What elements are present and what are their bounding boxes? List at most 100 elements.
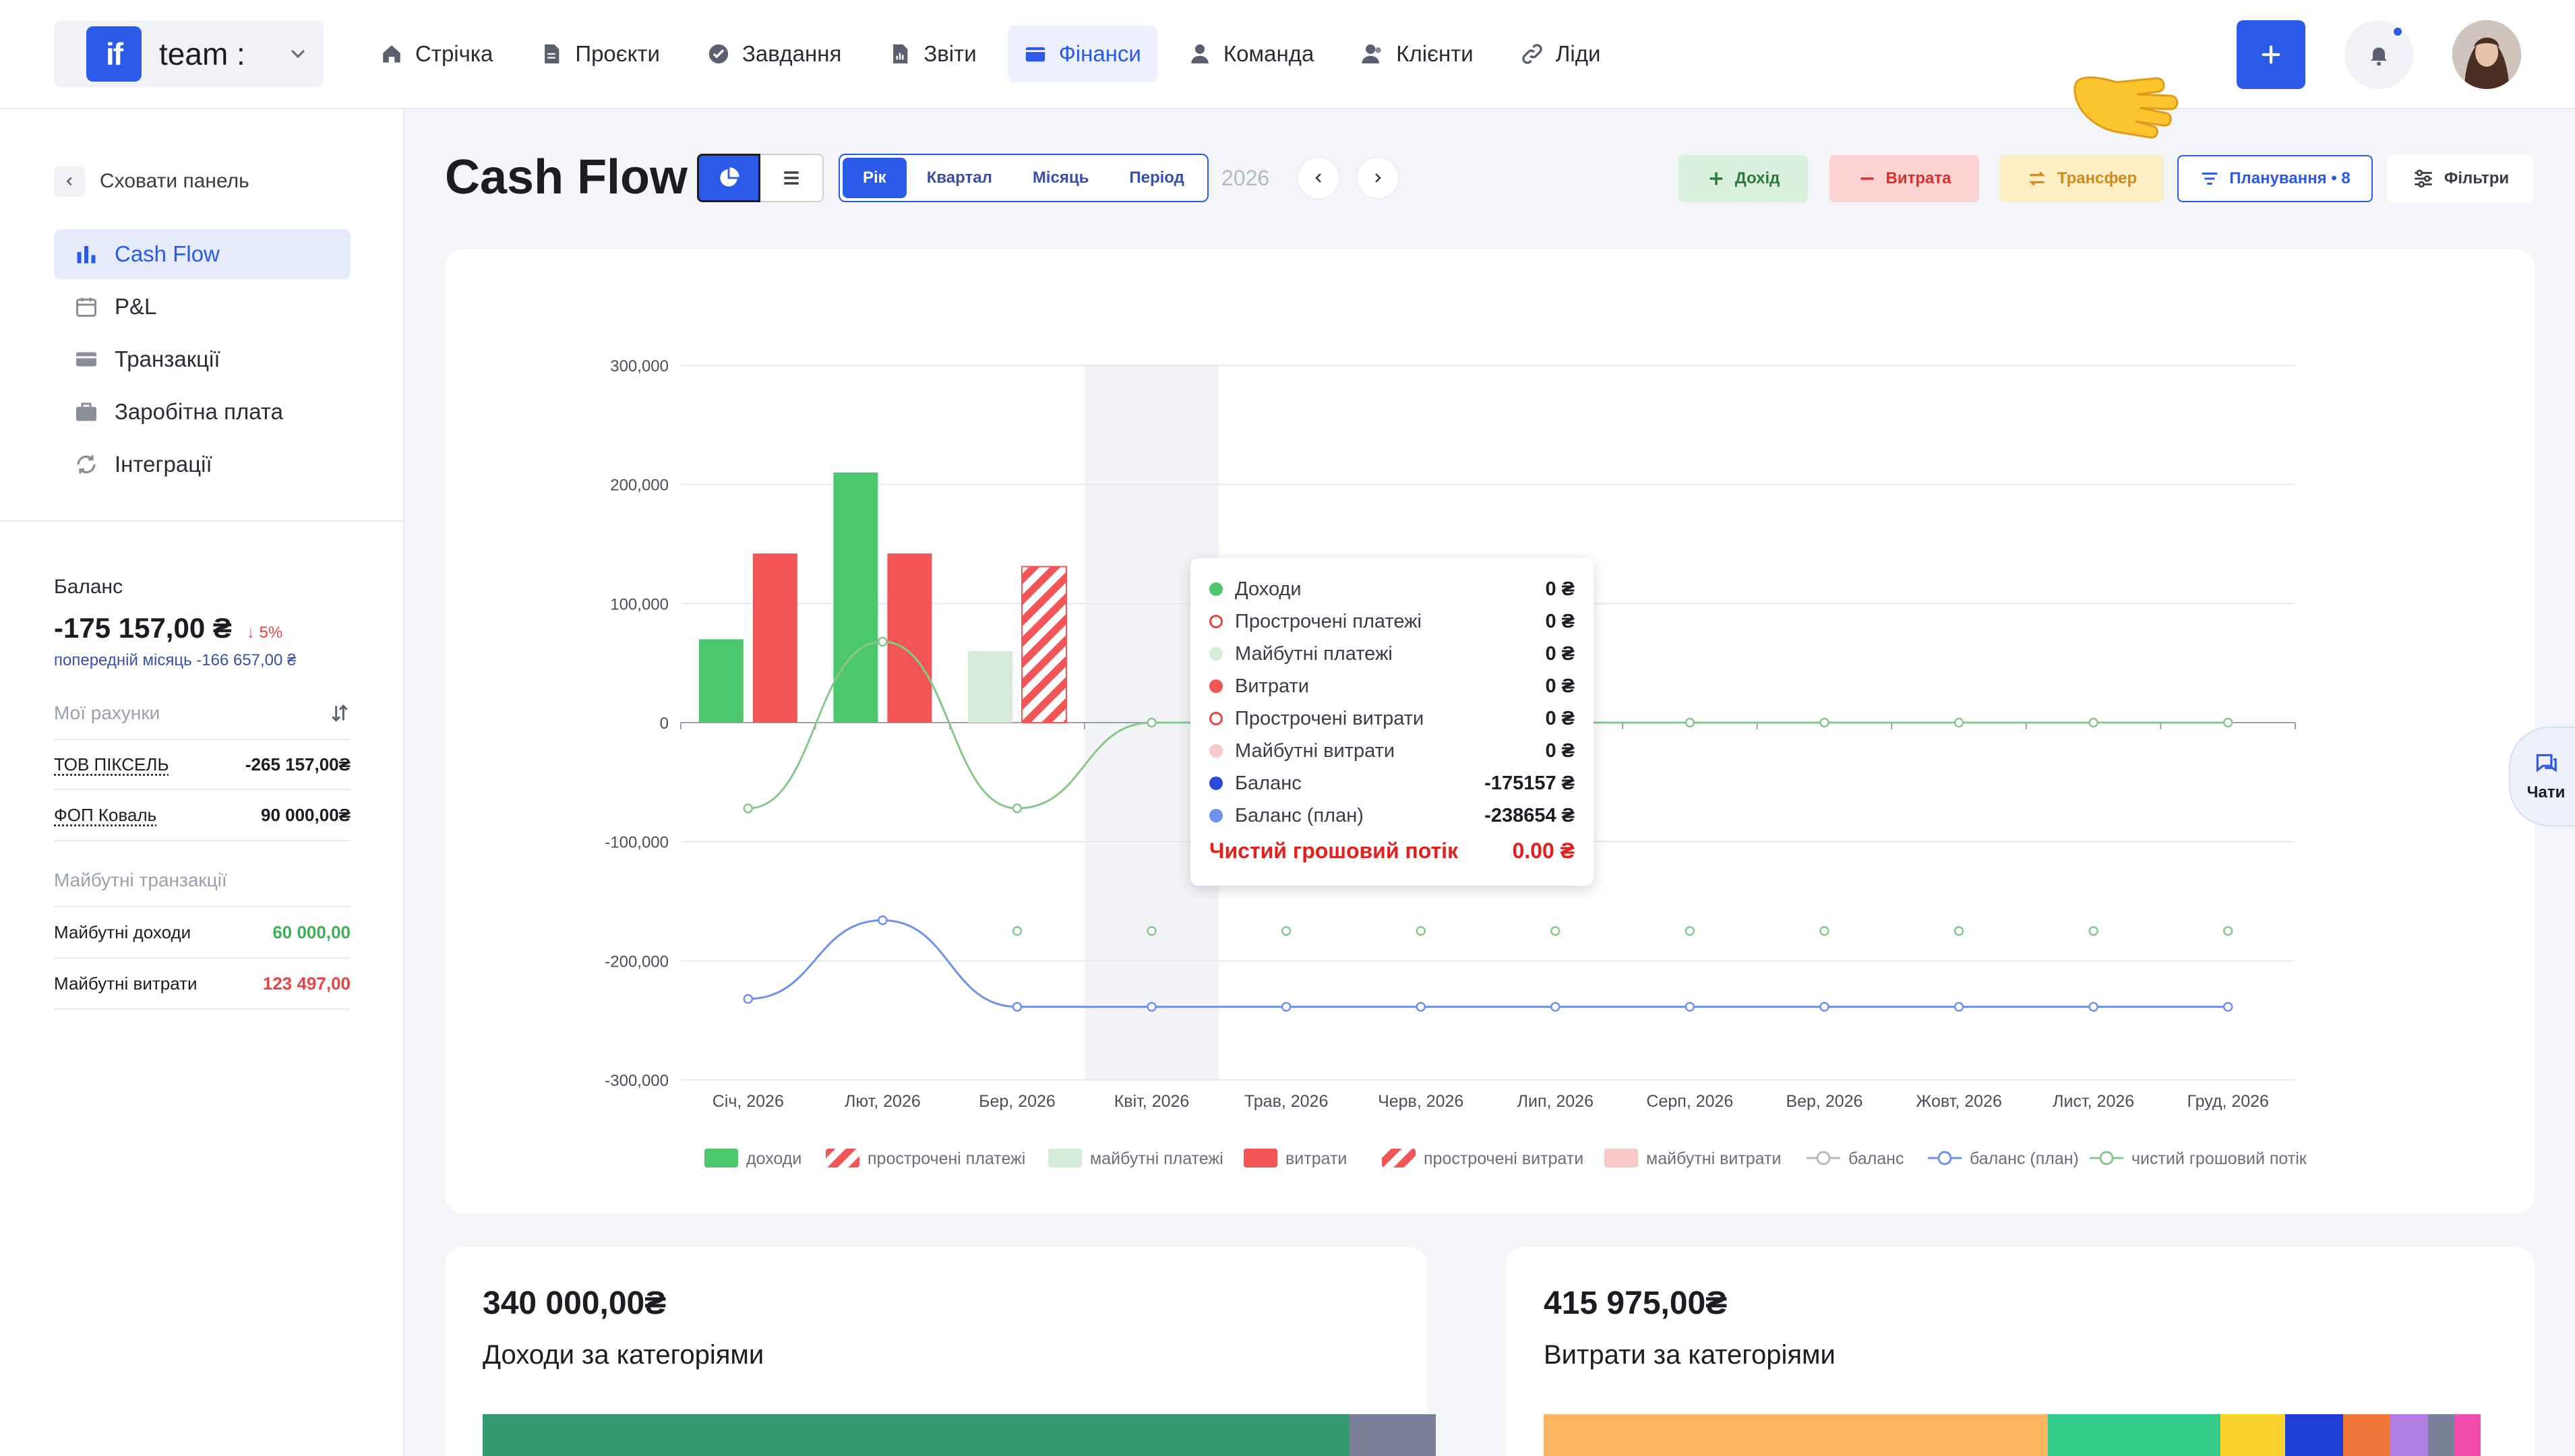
expense-by-category-card: 415 975,00₴ Витрати за категоріями <box>1506 1247 2535 1456</box>
balance-point <box>1551 1003 1559 1011</box>
net-cash-flow-point <box>878 638 886 646</box>
filter-lines-icon <box>2200 169 2220 189</box>
net-cash-flow-point <box>1820 719 1828 727</box>
period-custom[interactable]: Період <box>1109 158 1205 198</box>
team-selector[interactable]: if team : <box>54 20 324 88</box>
future-expense-row[interactable]: Майбутні витрати 123 497,00 <box>54 959 351 1010</box>
account-row[interactable]: ТОВ ПІКСЕЛЬ -265 157,00₴ <box>54 739 351 790</box>
nav-item-finance[interactable]: Фінанси <box>1008 26 1157 82</box>
income-category-bar[interactable] <box>483 1414 1436 1456</box>
list-icon <box>781 167 802 189</box>
check-circle-icon <box>707 42 730 65</box>
accounts-header: Мої рахунки <box>54 702 351 724</box>
legend-label: прострочені витрати <box>1424 1149 1583 1168</box>
add-transfer-button[interactable]: Трансфер <box>1999 155 2164 202</box>
income-dot <box>1209 582 1223 596</box>
chats-button[interactable]: Чати <box>2509 727 2575 826</box>
income-bar <box>699 639 744 723</box>
filters-button[interactable]: Фільтри <box>2388 155 2533 202</box>
balance-point <box>1417 1003 1425 1011</box>
x-tick-label: Трав, 2026 <box>1244 1092 1328 1111</box>
legend-label: майбутні витрати <box>1646 1149 1781 1168</box>
balance-plan-point <box>1282 927 1290 935</box>
balance-panel: Баланс -175 157,00 ₴ ↓ 5% попередній міс… <box>54 576 351 1010</box>
hide-panel-button[interactable]: Сховати панель <box>54 166 249 197</box>
nav-item-feed[interactable]: Стрічка <box>364 26 509 82</box>
y-tick-label: -300,000 <box>605 1072 669 1090</box>
x-tick-label: Вер, 2026 <box>1786 1092 1862 1111</box>
account-row[interactable]: ФОП Коваль 90 000,00₴ <box>54 790 351 841</box>
y-tick-label: -200,000 <box>605 952 669 971</box>
view-toggle <box>697 154 824 202</box>
net-cash-flow-point <box>2090 719 2098 727</box>
sidebar-item-payroll[interactable]: Заробітна плата <box>54 387 351 437</box>
period-quarter[interactable]: Квартал <box>907 158 1012 198</box>
bell-icon <box>2367 42 2391 67</box>
chart-tooltip: Доходи 0 ₴ Прострочені платежі 0 ₴ Майбутн… <box>1190 558 1594 886</box>
income-card-title: Доходи за категоріями <box>483 1340 764 1370</box>
document-icon <box>540 42 563 65</box>
future-income-dot <box>1209 647 1223 661</box>
income-by-category-card: 340 000,00₴ Доходи за категоріями <box>445 1247 1428 1456</box>
notifications-button[interactable] <box>2344 20 2413 89</box>
future-transactions-header: Майбутні транзакції <box>54 870 351 891</box>
nav-item-team[interactable]: Команда <box>1172 26 1330 82</box>
avatar[interactable] <box>2452 20 2521 89</box>
legend-label: майбутні платежі <box>1090 1149 1223 1168</box>
add-income-button[interactable]: Дохід <box>1678 155 1808 202</box>
period-year[interactable]: Рік <box>843 158 907 198</box>
tooltip-row-overdue-expense: Прострочені витрати 0 ₴ <box>1209 702 1575 735</box>
balance-value: -175 157,00 ₴ <box>54 612 232 644</box>
x-tick-label: Квіт, 2026 <box>1114 1092 1190 1111</box>
balance-point <box>1013 1003 1021 1011</box>
x-tick-label: Лип, 2026 <box>1517 1092 1594 1111</box>
nav-item-leads[interactable]: Ліди <box>1505 26 1617 82</box>
next-year-button[interactable] <box>1356 156 1399 200</box>
create-button[interactable] <box>2237 20 2305 89</box>
pie-chart-icon <box>717 166 740 189</box>
wallet-icon <box>1024 42 1047 65</box>
expense-card-title: Витрати за категоріями <box>1544 1340 1836 1370</box>
chart-view-button[interactable] <box>697 154 760 202</box>
balance-plan-point <box>1820 927 1828 935</box>
nav-item-projects[interactable]: Проєкти <box>524 26 676 82</box>
future-income-row[interactable]: Майбутні доходи 60 000,00 <box>54 907 351 959</box>
briefcase-icon <box>74 400 98 424</box>
table-view-button[interactable] <box>760 154 824 202</box>
prev-year-button[interactable] <box>1297 156 1340 200</box>
nav-item-reports[interactable]: Звіти <box>872 26 992 82</box>
future-list: Майбутні доходи 60 000,00 Майбутні витра… <box>54 906 351 1010</box>
tooltip-row-balance-plan: Баланс (план) -238654 ₴ <box>1209 799 1575 832</box>
period-month[interactable]: Місяць <box>1012 158 1110 198</box>
balance-point <box>744 995 752 1003</box>
sidebar-item-cash-flow[interactable]: Cash Flow <box>54 229 351 279</box>
sort-icon[interactable] <box>329 702 351 724</box>
page-title: Cash Flow <box>445 150 688 205</box>
main-nav: Стрічка Проєкти Завдання Звіти Фінанси К… <box>364 26 1631 82</box>
expense-bar <box>887 553 932 723</box>
sidebar-item-integrations[interactable]: Інтеграції <box>54 439 351 489</box>
legend-swatch <box>1244 1149 1277 1167</box>
net-cash-flow-point <box>1013 804 1021 812</box>
tooltip-net-cash-flow: Чистий грошовий потік 0.00 ₴ <box>1209 839 1575 863</box>
planning-button[interactable]: Планування • 8 <box>2177 155 2373 202</box>
team-name: team : <box>159 36 245 72</box>
sidebar-menu: Cash Flow P&L Транзакції Заробітна плата… <box>54 229 351 492</box>
balance-plan-point <box>1686 927 1694 935</box>
sidebar-item-transactions[interactable]: Транзакції <box>54 334 351 384</box>
nav-item-clients[interactable]: Клієнти <box>1345 26 1489 82</box>
balance-plan-point <box>1013 927 1021 935</box>
balance-point <box>878 916 886 924</box>
net-cash-flow-point <box>2224 719 2232 727</box>
expense-category-bar[interactable] <box>1544 1414 2481 1456</box>
x-tick-label: Бер, 2026 <box>979 1092 1056 1111</box>
y-tick-label: 100,000 <box>610 595 669 613</box>
nav-item-tasks[interactable]: Завдання <box>691 26 857 82</box>
divider <box>0 520 404 522</box>
balance-point <box>2224 1003 2232 1011</box>
tooltip-row-balance: Баланс -175157 ₴ <box>1209 767 1575 799</box>
chevron-left-icon <box>54 166 85 197</box>
add-expense-button[interactable]: Витрата <box>1829 155 1979 202</box>
expense-dot <box>1209 679 1223 693</box>
sidebar-item-pnl[interactable]: P&L <box>54 282 351 332</box>
